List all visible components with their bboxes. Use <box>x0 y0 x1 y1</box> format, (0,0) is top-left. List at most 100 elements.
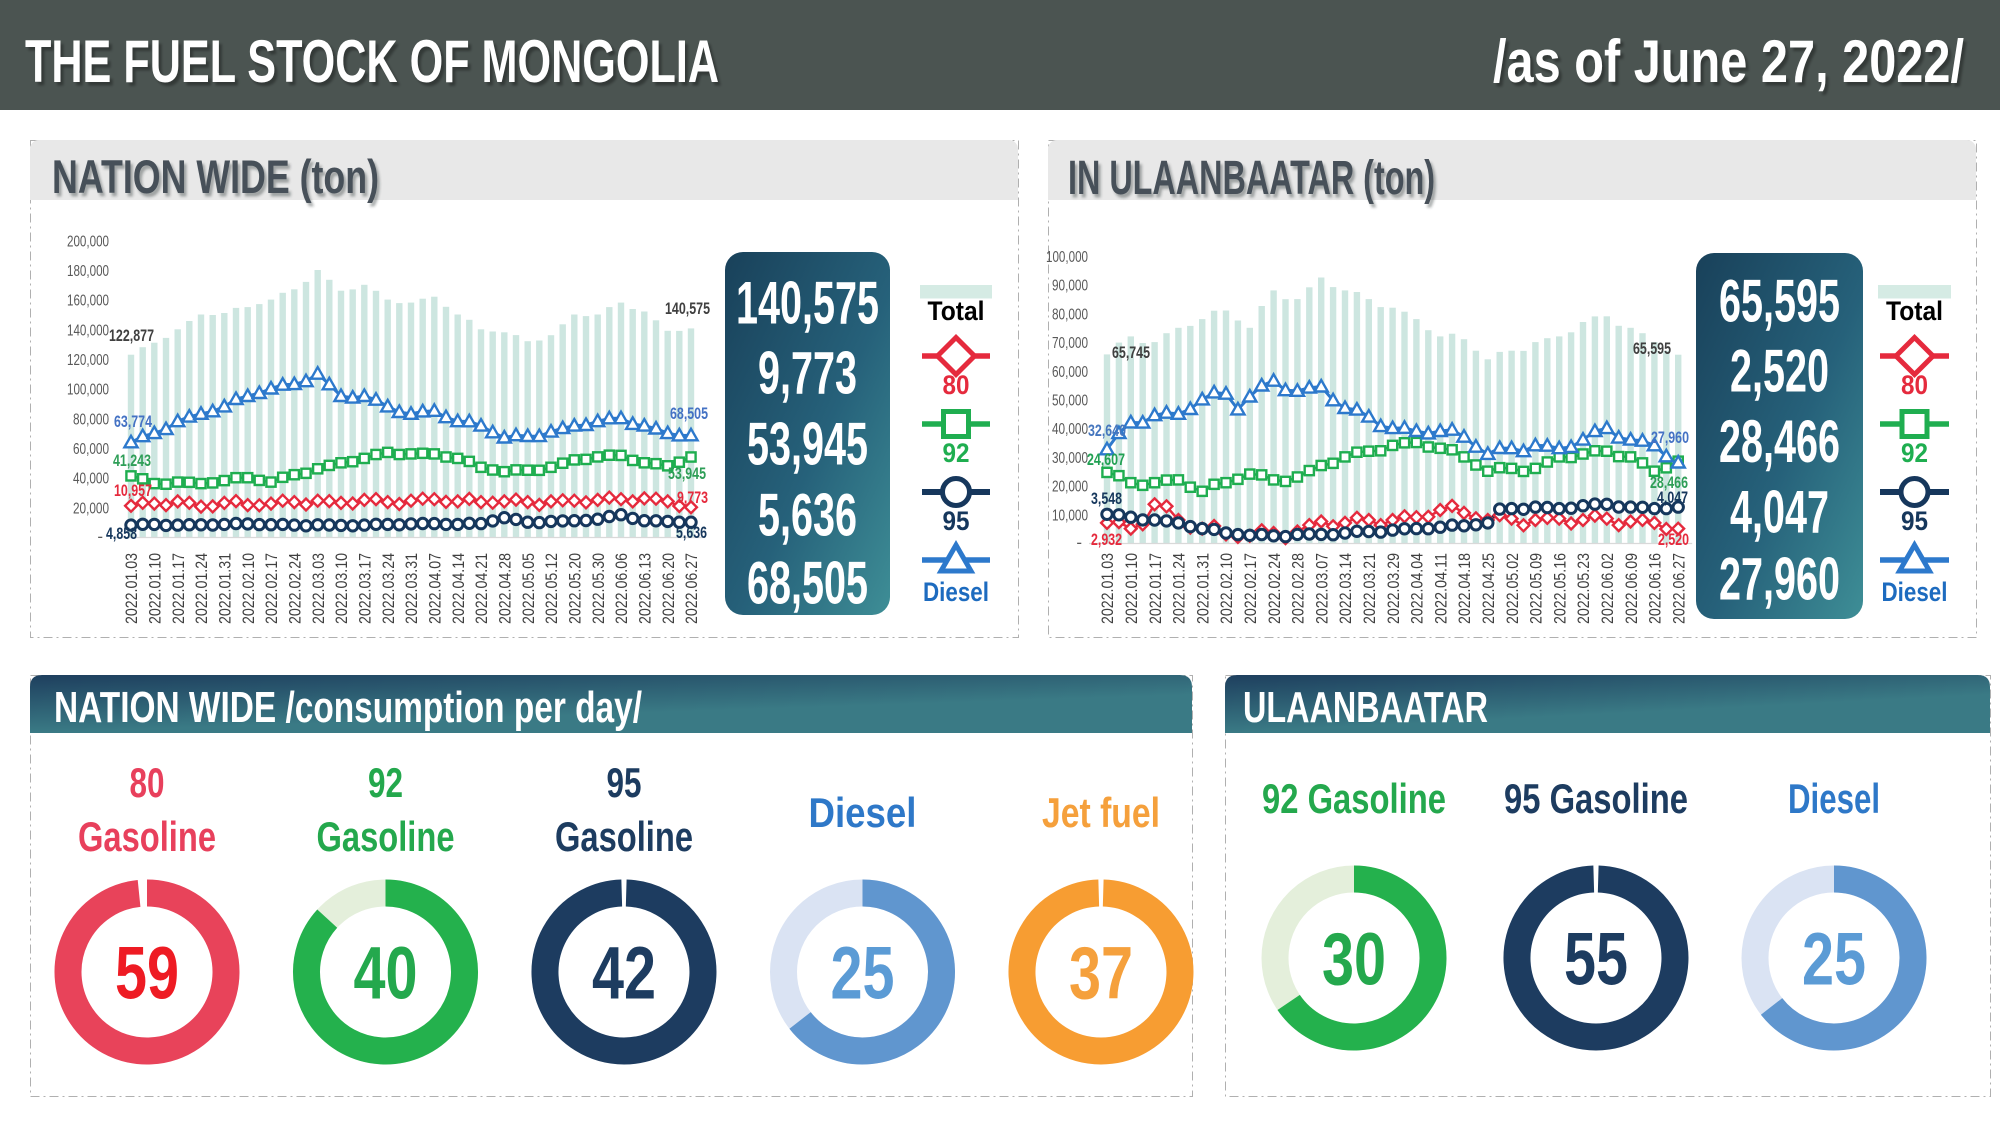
svg-text:2022.03.21: 2022.03.21 <box>1360 553 1379 624</box>
svg-text:122,877: 122,877 <box>109 326 154 345</box>
svg-text:30: 30 <box>1322 918 1386 1001</box>
svg-text:28,466: 28,466 <box>1719 408 1840 475</box>
svg-text:92: 92 <box>943 438 970 468</box>
svg-text:2022.04.25: 2022.04.25 <box>1479 553 1498 624</box>
svg-text:65,595: 65,595 <box>1633 339 1671 358</box>
svg-text:40: 40 <box>354 932 418 1015</box>
svg-text:80,000: 80,000 <box>1052 306 1088 323</box>
svg-text:THE FUEL STOCK OF MONGOLIA: THE FUEL STOCK OF MONGOLIA <box>25 28 719 95</box>
svg-text:25: 25 <box>831 932 895 1015</box>
svg-text:160,000: 160,000 <box>67 293 109 310</box>
svg-text:32,640: 32,640 <box>1088 421 1126 440</box>
svg-text:2022.06.13: 2022.06.13 <box>636 553 655 624</box>
svg-text:2022.05.05: 2022.05.05 <box>519 553 538 624</box>
svg-text:20,000: 20,000 <box>73 500 109 517</box>
svg-text:2022.01.03: 2022.01.03 <box>122 553 141 624</box>
svg-text:3,548: 3,548 <box>1091 489 1122 508</box>
svg-text:95 Gasoline: 95 Gasoline <box>1504 775 1688 822</box>
svg-text:2022.06.09: 2022.06.09 <box>1622 553 1641 624</box>
svg-text:40,000: 40,000 <box>1052 421 1088 438</box>
svg-text:2022.02.10: 2022.02.10 <box>1217 553 1236 624</box>
svg-text:5,636: 5,636 <box>676 523 707 542</box>
svg-text:60,000: 60,000 <box>73 441 109 458</box>
svg-text:2022.05.02: 2022.05.02 <box>1503 553 1522 624</box>
svg-text:Gasoline: Gasoline <box>78 813 216 860</box>
svg-text:2022.03.07: 2022.03.07 <box>1312 553 1331 624</box>
svg-text:4,858: 4,858 <box>106 524 137 543</box>
svg-text:10,000: 10,000 <box>1052 507 1088 524</box>
svg-text:/as of June 27, 2022/: /as of June 27, 2022/ <box>1496 32 1967 99</box>
svg-text:80: 80 <box>130 759 165 806</box>
svg-text:28,466: 28,466 <box>1650 473 1688 492</box>
svg-text:63,774: 63,774 <box>114 412 152 431</box>
svg-text:2022.06.27: 2022.06.27 <box>682 553 701 624</box>
svg-text:4,047: 4,047 <box>1730 479 1829 546</box>
svg-text:30,000: 30,000 <box>1052 450 1088 467</box>
svg-text:2022.02.17: 2022.02.17 <box>1241 553 1260 624</box>
svg-text:68,505: 68,505 <box>670 404 708 423</box>
svg-text:27,960: 27,960 <box>1719 546 1840 613</box>
svg-text:2022.02.17: 2022.02.17 <box>262 553 281 624</box>
svg-text:2022.05.23: 2022.05.23 <box>1574 553 1593 624</box>
svg-text:2022.04.21: 2022.04.21 <box>472 553 491 624</box>
svg-text:120,000: 120,000 <box>67 352 109 369</box>
svg-text:NATION WIDE /consumption per d: NATION WIDE /consumption per day/ <box>54 683 642 732</box>
svg-text:2022.06.27: 2022.06.27 <box>1669 553 1688 624</box>
svg-text:27,960: 27,960 <box>1651 428 1689 447</box>
svg-text:ULAANBAATAR: ULAANBAATAR <box>1243 683 1488 732</box>
svg-text:90,000: 90,000 <box>1052 278 1088 295</box>
svg-text:92: 92 <box>368 759 403 806</box>
svg-text:NATION WIDE (ton): NATION WIDE (ton) <box>55 154 382 207</box>
svg-text:200,000: 200,000 <box>67 233 109 250</box>
svg-text:2,932: 2,932 <box>1091 530 1122 549</box>
svg-text:THE FUEL STOCK OF MONGOLIA: THE FUEL STOCK OF MONGOLIA <box>28 32 722 99</box>
svg-text:59: 59 <box>115 932 179 1015</box>
svg-text:Diesel: Diesel <box>1788 775 1880 822</box>
svg-text:2022.04.18: 2022.04.18 <box>1455 553 1474 624</box>
svg-text:2022.03.29: 2022.03.29 <box>1384 553 1403 624</box>
svg-text:2022.02.28: 2022.02.28 <box>1289 553 1308 624</box>
svg-text:2,520: 2,520 <box>1658 530 1689 549</box>
svg-text:2022.05.09: 2022.05.09 <box>1527 553 1546 624</box>
svg-text:2022.04.14: 2022.04.14 <box>449 553 468 624</box>
svg-text:25: 25 <box>1802 918 1866 1001</box>
svg-text:140,000: 140,000 <box>67 322 109 339</box>
svg-text:2,520: 2,520 <box>1730 338 1829 405</box>
svg-text:2022.03.31: 2022.03.31 <box>402 553 421 624</box>
svg-text:2022.03.14: 2022.03.14 <box>1336 553 1355 624</box>
svg-text:2022.05.20: 2022.05.20 <box>566 553 585 624</box>
svg-text:10,957: 10,957 <box>114 481 152 500</box>
svg-text:2022.02.24: 2022.02.24 <box>1265 553 1284 624</box>
svg-text:-: - <box>97 527 103 546</box>
svg-text:140,575: 140,575 <box>665 299 710 318</box>
svg-text:80: 80 <box>1901 370 1928 400</box>
svg-text:24,607: 24,607 <box>1087 450 1125 469</box>
svg-text:60,000: 60,000 <box>1052 364 1088 381</box>
svg-text:Gasoline: Gasoline <box>317 813 455 860</box>
svg-text:2022.03.17: 2022.03.17 <box>356 553 375 624</box>
svg-text:2022.04.07: 2022.04.07 <box>426 553 445 624</box>
svg-text:2022.06.02: 2022.06.02 <box>1598 553 1617 624</box>
svg-text:IN ULAANBAATAR (ton): IN ULAANBAATAR (ton) <box>1068 152 1435 205</box>
svg-text:IN ULAANBAATAR (ton): IN ULAANBAATAR (ton) <box>1071 156 1438 209</box>
svg-text:NATION WIDE (ton): NATION WIDE (ton) <box>52 150 379 203</box>
svg-text:95: 95 <box>607 759 642 806</box>
svg-text:2022.01.24: 2022.01.24 <box>192 553 211 624</box>
svg-text:100,000: 100,000 <box>67 382 109 399</box>
svg-text:5,636: 5,636 <box>758 482 857 549</box>
svg-text:95: 95 <box>943 506 970 536</box>
svg-text:40,000: 40,000 <box>73 471 109 488</box>
svg-text:2022.06.20: 2022.06.20 <box>659 553 678 624</box>
svg-text:53,945: 53,945 <box>668 464 706 483</box>
svg-text:2022.01.31: 2022.01.31 <box>1193 553 1212 624</box>
svg-text:37: 37 <box>1069 932 1133 1015</box>
svg-text:2022.03.24: 2022.03.24 <box>379 553 398 624</box>
svg-text:2022.02.10: 2022.02.10 <box>239 553 258 624</box>
svg-text:Jet fuel: Jet fuel <box>1042 789 1160 836</box>
svg-text:55: 55 <box>1564 918 1628 1001</box>
svg-text:20,000: 20,000 <box>1052 479 1088 496</box>
svg-text:-: - <box>1076 533 1082 552</box>
svg-text:Total: Total <box>928 296 985 326</box>
svg-text:9,773: 9,773 <box>677 488 708 507</box>
svg-text:2022.01.24: 2022.01.24 <box>1170 553 1189 624</box>
